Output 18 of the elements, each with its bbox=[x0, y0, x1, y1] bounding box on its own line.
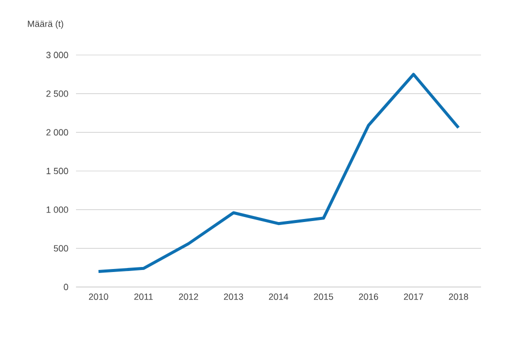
x-tick-label: 2012 bbox=[178, 294, 198, 300]
line-series bbox=[97, 72, 460, 274]
y-tick-label: 500 bbox=[54, 245, 68, 252]
x-tick-label: 2016 bbox=[358, 294, 378, 300]
x-tick-label: 2010 bbox=[88, 294, 108, 300]
x-tick-label: 2015 bbox=[314, 294, 334, 300]
y-tick-label: 1 000 bbox=[46, 206, 68, 213]
y-axis-title: Määrä (t) bbox=[28, 20, 64, 29]
x-tick-label: 2014 bbox=[268, 294, 288, 300]
x-tick-label: 2013 bbox=[224, 294, 244, 300]
y-tick-label: 1 500 bbox=[46, 168, 68, 174]
x-tick-label: 2011 bbox=[134, 294, 153, 300]
x-tick-label: 2017 bbox=[404, 294, 424, 300]
y-tick-label: 2 000 bbox=[46, 129, 68, 136]
x-tick-label: 2018 bbox=[448, 294, 468, 300]
y-tick-label: 0 bbox=[64, 284, 68, 290]
y-tick-label: 2 500 bbox=[46, 90, 68, 97]
y-tick-label: 3 000 bbox=[46, 52, 68, 58]
